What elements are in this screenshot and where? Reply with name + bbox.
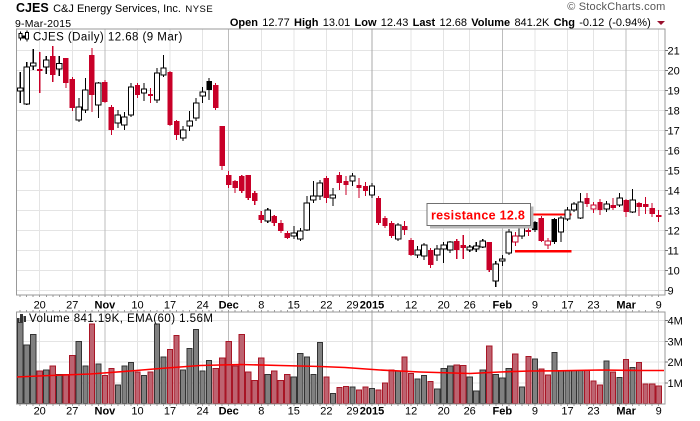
svg-text:20: 20 [668, 66, 680, 78]
svg-text:17: 17 [561, 300, 573, 312]
svg-text:Mar: Mar [616, 406, 636, 418]
svg-text:2015: 2015 [360, 406, 384, 418]
svg-text:13: 13 [668, 206, 680, 218]
svg-text:27: 27 [66, 300, 78, 312]
svg-text:2M: 2M [668, 357, 683, 369]
svg-text:9: 9 [532, 406, 538, 418]
svg-text:12: 12 [405, 406, 417, 418]
svg-text:24: 24 [196, 406, 208, 418]
svg-text:9: 9 [532, 300, 538, 312]
svg-text:9: 9 [656, 406, 662, 418]
svg-text:26: 26 [464, 406, 476, 418]
svg-text:resistance 12.8: resistance 12.8 [431, 209, 525, 223]
svg-text:17: 17 [164, 300, 176, 312]
svg-text:9: 9 [656, 300, 662, 312]
svg-text:Feb: Feb [493, 406, 513, 418]
svg-text:Nov: Nov [95, 406, 117, 418]
svg-text:29: 29 [346, 300, 358, 312]
svg-text:10: 10 [131, 300, 143, 312]
svg-text:8: 8 [258, 300, 264, 312]
svg-text:20: 20 [438, 300, 450, 312]
svg-text:Feb: Feb [493, 300, 513, 312]
svg-text:15: 15 [288, 300, 300, 312]
svg-text:Mar: Mar [616, 300, 636, 312]
svg-text:10: 10 [668, 266, 680, 278]
svg-text:Dec: Dec [219, 300, 239, 312]
svg-text:10: 10 [131, 406, 143, 418]
svg-text:15: 15 [288, 406, 300, 418]
svg-text:20: 20 [34, 300, 46, 312]
svg-text:Volume 841.19K, EMA(60) 1.56M: Volume 841.19K, EMA(60) 1.56M [29, 313, 213, 325]
svg-text:22: 22 [320, 406, 332, 418]
svg-text:17: 17 [164, 406, 176, 418]
svg-text:15: 15 [668, 166, 680, 178]
svg-text:Dec: Dec [219, 406, 239, 418]
svg-text:CJES (Daily) 12.68 (9 Mar): CJES (Daily) 12.68 (9 Mar) [33, 31, 183, 43]
svg-text:22: 22 [320, 300, 332, 312]
svg-text:20: 20 [34, 406, 46, 418]
svg-text:29: 29 [346, 406, 358, 418]
svg-text:4M: 4M [668, 316, 683, 328]
svg-text:23: 23 [587, 300, 599, 312]
svg-text:16: 16 [668, 146, 680, 158]
svg-text:3M: 3M [668, 336, 683, 348]
svg-text:Nov: Nov [95, 300, 117, 312]
svg-text:17: 17 [561, 406, 573, 418]
svg-text:26: 26 [464, 300, 476, 312]
svg-text:23: 23 [587, 406, 599, 418]
svg-text:19: 19 [668, 86, 680, 98]
svg-text:1M: 1M [668, 378, 683, 390]
svg-text:11: 11 [668, 246, 679, 258]
svg-text:9: 9 [668, 286, 674, 298]
svg-text:21: 21 [668, 46, 680, 58]
svg-text:17: 17 [668, 126, 680, 138]
svg-text:20: 20 [438, 406, 450, 418]
svg-text:2015: 2015 [360, 300, 384, 312]
svg-text:14: 14 [668, 186, 680, 198]
svg-text:12: 12 [668, 226, 680, 238]
svg-text:18: 18 [668, 106, 680, 118]
svg-text:27: 27 [66, 406, 78, 418]
svg-text:24: 24 [196, 300, 208, 312]
svg-text:8: 8 [258, 406, 264, 418]
svg-text:12: 12 [405, 300, 417, 312]
